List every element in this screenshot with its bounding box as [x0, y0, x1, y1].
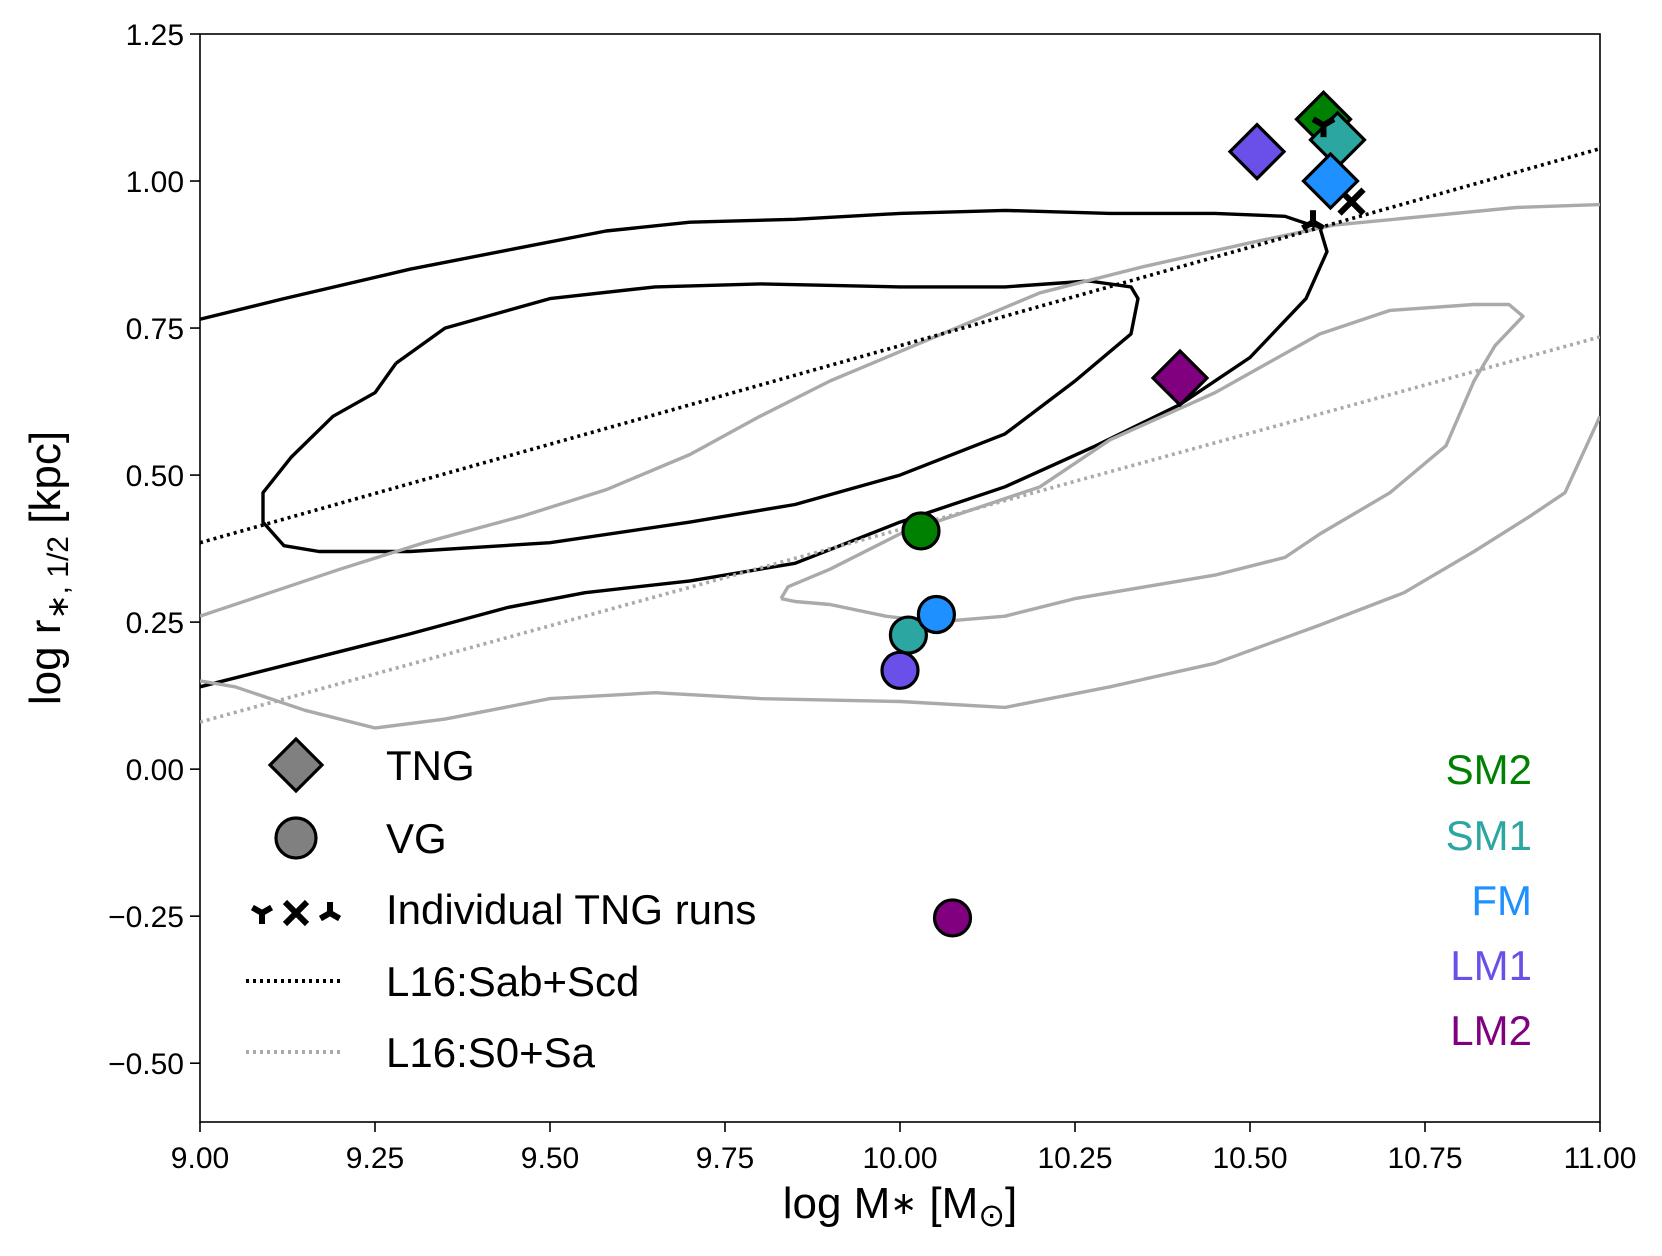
- x-tick-label: 10.75: [1387, 1142, 1462, 1175]
- x-tick-label: 11.00: [1564, 1142, 1637, 1175]
- x-tick-label: 9.75: [696, 1142, 754, 1175]
- x-tick-label: 9.00: [171, 1142, 229, 1175]
- y-tick-label: −0.25: [108, 901, 184, 934]
- x-tick-label: 10.50: [1212, 1142, 1287, 1175]
- x-tick-label: 10.00: [862, 1142, 937, 1175]
- legend-tng-icon: [267, 736, 325, 794]
- run-legend-lm2: LM2: [1450, 1007, 1532, 1054]
- vg-marker-lm2: [932, 898, 973, 938]
- legend-label-5: L16:S0+Sa: [386, 1029, 596, 1076]
- legend-label-4: L16:Sab+Scd: [386, 958, 639, 1005]
- tng-run-marker-overlay: [1311, 116, 1336, 138]
- legend-vg-icon: [274, 816, 318, 860]
- vg-marker-fm: [916, 594, 957, 635]
- x-tick-label: 10.25: [1037, 1142, 1112, 1175]
- tng-marker-lm2: [1150, 348, 1210, 408]
- contour-line-2: [261, 279, 1140, 554]
- legend-run-tri-down-icon: [250, 904, 274, 924]
- legend-label-1: TNG: [386, 742, 475, 789]
- tng-run-marker-3: [1301, 210, 1325, 231]
- axis-ticks: 9.00 9.25 9.50 9.75 10.00 10.25 10.50 10.75 11.0…: [108, 19, 1636, 1175]
- y-axis-label: log r∗, 1/2 [kpc]: [21, 431, 75, 705]
- fit-lines: [200, 146, 1600, 724]
- run-legend-fm: FM: [1471, 877, 1532, 924]
- run-legend-sm2: SM2: [1446, 746, 1532, 793]
- legend-run-tri-up-icon: [318, 902, 342, 922]
- contour-line-3: [200, 202, 1600, 618]
- run-legend-sm1: SM1: [1446, 812, 1532, 859]
- vg-marker-sm2: [901, 511, 941, 551]
- x-tick-label: 9.25: [346, 1142, 404, 1175]
- x-tick-label: 9.50: [521, 1142, 579, 1175]
- legend-run-x-icon: [282, 899, 310, 927]
- run-legend-lm1: LM1: [1450, 942, 1532, 989]
- marker-legend: TNG VG Individual TNG runs L16:Sab+Scd L16:S…: [246, 736, 756, 1076]
- y-tick-label: 1.00: [126, 166, 184, 199]
- run-color-legend: SM2 SM1 FM LM1 LM2: [1446, 746, 1532, 1054]
- y-tick-label: −0.50: [108, 1048, 184, 1081]
- y-tick-label: 0.50: [126, 460, 184, 493]
- tng-marker-fm: [1301, 151, 1360, 211]
- x-axis-label: log M∗ [M⊙]: [783, 1179, 1018, 1233]
- y-tick-label: 0.25: [126, 607, 184, 640]
- vg-marker-lm1: [880, 650, 920, 690]
- tng-marker-lm1: [1227, 122, 1287, 181]
- data-markers: [880, 90, 1367, 938]
- contour-line-1: [200, 208, 1329, 689]
- y-tick-label: 1.25: [126, 19, 184, 52]
- contour-line-5: [779, 302, 1525, 624]
- contour-line-4: [200, 415, 1600, 730]
- y-tick-label: 0.75: [126, 313, 184, 346]
- contour-lines: [200, 202, 1600, 730]
- y-tick-label: 0.00: [126, 754, 184, 787]
- legend-label-3: Individual TNG runs: [386, 886, 756, 933]
- legend-label-2: VG: [386, 815, 447, 862]
- fit-line-l16-sab-scd: [200, 146, 1600, 545]
